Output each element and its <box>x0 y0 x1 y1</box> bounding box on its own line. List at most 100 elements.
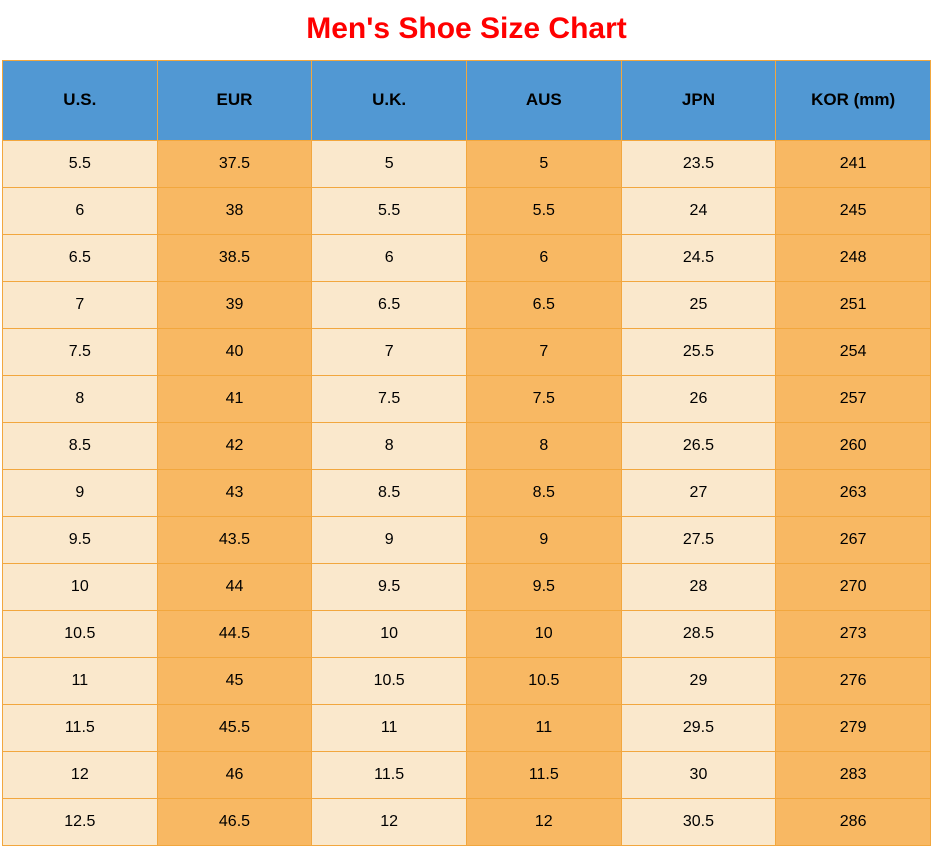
table-cell: 28 <box>621 564 776 611</box>
table-cell: 11.5 <box>466 752 621 799</box>
table-cell: 10 <box>312 611 467 658</box>
table-cell: 46 <box>157 752 312 799</box>
table-cell: 7.5 <box>466 376 621 423</box>
table-cell: 12 <box>312 799 467 846</box>
table-cell: 263 <box>776 470 931 517</box>
table-cell: 6.5 <box>312 282 467 329</box>
table-cell: 38.5 <box>157 235 312 282</box>
table-cell: 6 <box>3 188 158 235</box>
size-chart-table: U.S. EUR U.K. AUS JPN KOR (mm) 5.537.555… <box>2 60 931 846</box>
table-cell: 7.5 <box>312 376 467 423</box>
table-cell: 11 <box>3 658 158 705</box>
table-cell: 12 <box>3 752 158 799</box>
col-header-eur: EUR <box>157 61 312 141</box>
table-row: 12.546.5121230.5286 <box>3 799 931 846</box>
table-cell: 43 <box>157 470 312 517</box>
table-cell: 8.5 <box>3 423 158 470</box>
table-cell: 12 <box>466 799 621 846</box>
table-cell: 286 <box>776 799 931 846</box>
table-row: 9438.58.527263 <box>3 470 931 517</box>
table-cell: 260 <box>776 423 931 470</box>
header-row: U.S. EUR U.K. AUS JPN KOR (mm) <box>3 61 931 141</box>
table-cell: 38 <box>157 188 312 235</box>
table-cell: 24 <box>621 188 776 235</box>
table-cell: 9.5 <box>312 564 467 611</box>
table-cell: 30.5 <box>621 799 776 846</box>
table-cell: 8.5 <box>312 470 467 517</box>
table-row: 10449.59.528270 <box>3 564 931 611</box>
table-cell: 6 <box>466 235 621 282</box>
table-cell: 43.5 <box>157 517 312 564</box>
table-cell: 30 <box>621 752 776 799</box>
table-cell: 25 <box>621 282 776 329</box>
table-cell: 5.5 <box>466 188 621 235</box>
table-cell: 41 <box>157 376 312 423</box>
table-cell: 267 <box>776 517 931 564</box>
table-cell: 45.5 <box>157 705 312 752</box>
table-cell: 29.5 <box>621 705 776 752</box>
table-row: 6.538.56624.5248 <box>3 235 931 282</box>
table-cell: 6.5 <box>3 235 158 282</box>
table-cell: 45 <box>157 658 312 705</box>
table-row: 8.5428826.5260 <box>3 423 931 470</box>
table-cell: 8 <box>3 376 158 423</box>
table-cell: 46.5 <box>157 799 312 846</box>
table-cell: 8.5 <box>466 470 621 517</box>
table-cell: 8 <box>312 423 467 470</box>
table-cell: 257 <box>776 376 931 423</box>
table-cell: 27 <box>621 470 776 517</box>
table-cell: 245 <box>776 188 931 235</box>
table-cell: 44 <box>157 564 312 611</box>
table-cell: 10 <box>466 611 621 658</box>
table-cell: 9 <box>312 517 467 564</box>
table-cell: 7 <box>3 282 158 329</box>
table-cell: 5.5 <box>312 188 467 235</box>
table-cell: 8 <box>466 423 621 470</box>
table-row: 124611.511.530283 <box>3 752 931 799</box>
table-cell: 42 <box>157 423 312 470</box>
col-header-uk: U.K. <box>312 61 467 141</box>
table-cell: 39 <box>157 282 312 329</box>
table-cell: 6.5 <box>466 282 621 329</box>
table-cell: 25.5 <box>621 329 776 376</box>
table-cell: 7.5 <box>3 329 158 376</box>
table-row: 10.544.5101028.5273 <box>3 611 931 658</box>
table-cell: 12.5 <box>3 799 158 846</box>
table-cell: 11.5 <box>312 752 467 799</box>
table-cell: 28.5 <box>621 611 776 658</box>
table-cell: 5.5 <box>3 141 158 188</box>
table-row: 11.545.5111129.5279 <box>3 705 931 752</box>
table-cell: 11 <box>312 705 467 752</box>
table-row: 114510.510.529276 <box>3 658 931 705</box>
table-cell: 254 <box>776 329 931 376</box>
table-cell: 9.5 <box>466 564 621 611</box>
table-cell: 9.5 <box>3 517 158 564</box>
table-row: 8417.57.526257 <box>3 376 931 423</box>
table-cell: 23.5 <box>621 141 776 188</box>
table-cell: 279 <box>776 705 931 752</box>
table-cell: 9 <box>466 517 621 564</box>
table-cell: 10 <box>3 564 158 611</box>
table-cell: 5 <box>312 141 467 188</box>
table-cell: 241 <box>776 141 931 188</box>
table-cell: 5 <box>466 141 621 188</box>
table-cell: 29 <box>621 658 776 705</box>
col-header-kor: KOR (mm) <box>776 61 931 141</box>
table-cell: 7 <box>312 329 467 376</box>
table-cell: 44.5 <box>157 611 312 658</box>
table-cell: 276 <box>776 658 931 705</box>
table-cell: 248 <box>776 235 931 282</box>
table-cell: 6 <box>312 235 467 282</box>
table-cell: 26.5 <box>621 423 776 470</box>
table-row: 6385.55.524245 <box>3 188 931 235</box>
table-cell: 26 <box>621 376 776 423</box>
table-cell: 10.5 <box>312 658 467 705</box>
table-cell: 10.5 <box>466 658 621 705</box>
table-cell: 251 <box>776 282 931 329</box>
table-cell: 270 <box>776 564 931 611</box>
col-header-us: U.S. <box>3 61 158 141</box>
page-title: Men's Shoe Size Chart <box>0 0 933 60</box>
table-cell: 37.5 <box>157 141 312 188</box>
table-row: 5.537.55523.5241 <box>3 141 931 188</box>
table-cell: 273 <box>776 611 931 658</box>
